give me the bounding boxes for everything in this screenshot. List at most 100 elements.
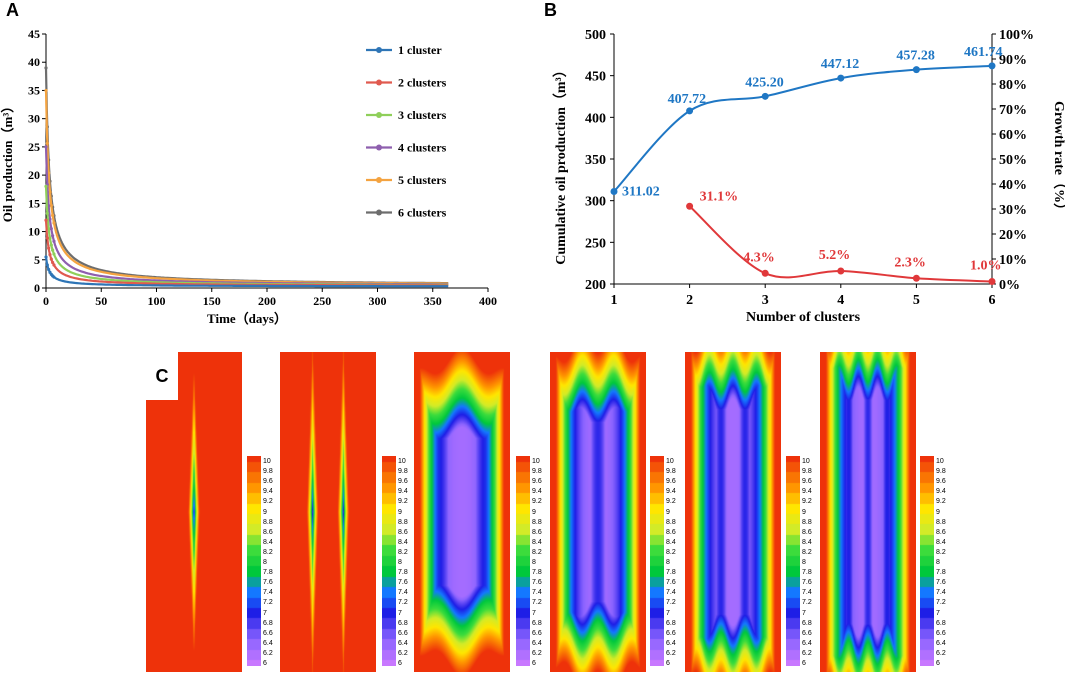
cumulative-point — [837, 74, 845, 82]
colorbar-tick-label: 7 — [532, 609, 536, 617]
colorbar-tick-label: 8.4 — [398, 538, 408, 546]
x-tick-label: 200 — [258, 294, 276, 308]
y-tick-label: 45 — [28, 27, 40, 41]
colorbar-tick-label: 9.4 — [666, 488, 676, 496]
x-tick-label: 3 — [762, 293, 769, 308]
series-marker — [49, 227, 53, 231]
colorbar-tick-label: 7.8 — [666, 569, 676, 577]
colorbar-tick-label: 8.2 — [532, 548, 542, 556]
panel-label-a: A — [6, 0, 19, 20]
colorbar-tick-label: 6.8 — [263, 619, 273, 627]
series-marker — [48, 236, 52, 240]
colorbar-tick-label: 7.4 — [263, 589, 273, 597]
legend-marker — [376, 144, 382, 151]
colorbar-tick-label: 9 — [263, 508, 267, 516]
colorbar-tick-label: 8.6 — [936, 528, 946, 536]
x-tick-label: 250 — [313, 294, 331, 308]
colorbar-tick-label: 7.2 — [532, 599, 542, 607]
colorbar-tick-label: 10 — [666, 458, 674, 465]
colorbar-tick-label: 8 — [936, 559, 940, 566]
y-tick-label: 20 — [28, 168, 40, 182]
x-tick-label: 1 — [611, 293, 618, 308]
right-y-tick-label: 0% — [999, 278, 1020, 293]
colorbar-tick-label: 6.4 — [936, 639, 946, 647]
growth-rate-point — [686, 202, 694, 210]
colorbar-tick-label: 6.8 — [666, 619, 676, 627]
left-y-tick-label: 450 — [585, 70, 606, 85]
colorbar-tick-label: 7 — [936, 609, 940, 617]
colorbar-tick-label: 7.4 — [936, 589, 946, 597]
series-marker — [49, 243, 53, 247]
colorbar-ticks-4: 10 9.8 9.6 9.4 9.2 9 8.8 8.6 8.4 8.2 8 7.8 7.6 7.4 7.2… — [666, 458, 686, 668]
colorbar-tick-label: 6.4 — [666, 639, 676, 647]
right-y-tick-label: 100% — [999, 28, 1034, 43]
left-y-tick-label: 400 — [585, 111, 606, 126]
colorbar-tick-label: 6.8 — [802, 619, 812, 627]
chart-a-oil-production: 0 5 10 15 20 25 30 35 40 45 0 50 100 150 200 250 300 350 4… — [0, 27, 497, 326]
colorbar-tick-label: 8.6 — [263, 528, 273, 536]
series-marker — [51, 260, 55, 265]
colorbar-tick-label: 9.4 — [802, 488, 812, 496]
growth-rate-label: 1.0% — [970, 259, 1002, 274]
colorbar-tick-label: 9 — [666, 508, 670, 516]
colorbar-tick-label: 6 — [802, 660, 806, 667]
x-tick-label: 350 — [424, 294, 442, 308]
colorbar-tick-label: 9.8 — [936, 468, 946, 476]
pressure-map-3-clusters — [414, 352, 510, 672]
cumulative-label: 461.74 — [964, 45, 1003, 60]
series-marker — [47, 267, 51, 272]
series-marker — [44, 255, 48, 259]
colorbar-tick-label: 6.6 — [398, 629, 408, 637]
series-marker — [49, 257, 53, 261]
colorbar-tick-label: 6 — [936, 660, 940, 667]
colorbar-tick-label: 9.8 — [398, 468, 408, 476]
cumulative-point — [761, 92, 769, 100]
colorbar-tick-label: 6.6 — [263, 629, 273, 637]
x-tick-label: 50 — [95, 294, 107, 308]
left-y-tick-label: 350 — [585, 153, 606, 168]
colorbar-tick-label: 6.2 — [802, 649, 812, 657]
legend-label: 3 clusters — [398, 108, 447, 122]
colorbar-tick-label: 9.6 — [263, 478, 273, 486]
y-tick-label: 35 — [28, 83, 40, 97]
colorbar-tick-label: 7 — [666, 609, 670, 617]
series-marker — [45, 141, 49, 145]
colorbar-tick-label: 9.4 — [532, 488, 542, 496]
colorbar-tick-label: 8.6 — [666, 528, 676, 536]
colorbar-tick-label: 6.8 — [398, 619, 408, 627]
series-marker — [49, 203, 53, 208]
series-marker — [44, 184, 48, 188]
colorbar-tick-label: 8 — [802, 559, 806, 566]
colorbar-tick-label: 8 — [666, 559, 670, 566]
colorbar-tick-label: 9.8 — [532, 468, 542, 476]
pressure-map-4-clusters — [550, 352, 646, 672]
colorbar-tick-label: 6.6 — [936, 629, 946, 637]
series-marker — [45, 211, 49, 216]
x-tick-label: 300 — [369, 294, 387, 308]
colorbar-tick-label: 8.4 — [936, 538, 946, 546]
cumulative-point — [686, 107, 694, 115]
colorbar-ticks-2: 10 9.8 9.6 9.4 9.2 9 8.8 8.6 8.4 8.2 8 7.8 7.6 7.4 7.2… — [398, 458, 418, 668]
colorbar-tick-label: 8.8 — [666, 518, 676, 526]
colorbar-tick-label: 7.2 — [263, 599, 273, 607]
x-tick-label: 5 — [913, 293, 920, 308]
colorbar-tick-label: 10 — [802, 458, 810, 465]
colorbar-tick-label: 7.2 — [802, 599, 812, 607]
colorbar-2 — [382, 456, 396, 666]
colorbar-ticks-3: 10 9.8 9.6 9.4 9.2 9 8.8 8.6 8.4 8.2 8 7.8 7.6 7.4 7.2… — [532, 458, 552, 668]
colorbar-tick-label: 7.6 — [398, 579, 408, 587]
colorbar-tick-label: 9 — [936, 508, 940, 516]
colorbar-tick-label: 7.6 — [936, 579, 946, 587]
colorbar-ticks-5: 10 9.8 9.6 9.4 9.2 9 8.8 8.6 8.4 8.2 8 7.8 7.6 7.4 7.2… — [802, 458, 822, 668]
colorbar-tick-label: 8.6 — [532, 528, 542, 536]
growth-rate-label: 5.2% — [819, 248, 851, 263]
colorbar-tick-label: 7.4 — [398, 589, 408, 597]
series-marker — [48, 217, 52, 221]
colorbar-tick-label: 7.6 — [666, 579, 676, 587]
legend-marker — [376, 47, 382, 53]
colorbar-tick-label: 6.2 — [263, 649, 273, 657]
colorbar-tick-label: 7.6 — [802, 579, 812, 587]
growth-rate-label: 31.1% — [700, 189, 739, 204]
panel-label-b: B — [544, 0, 557, 20]
colorbar-tick-label: 6.4 — [532, 639, 542, 647]
